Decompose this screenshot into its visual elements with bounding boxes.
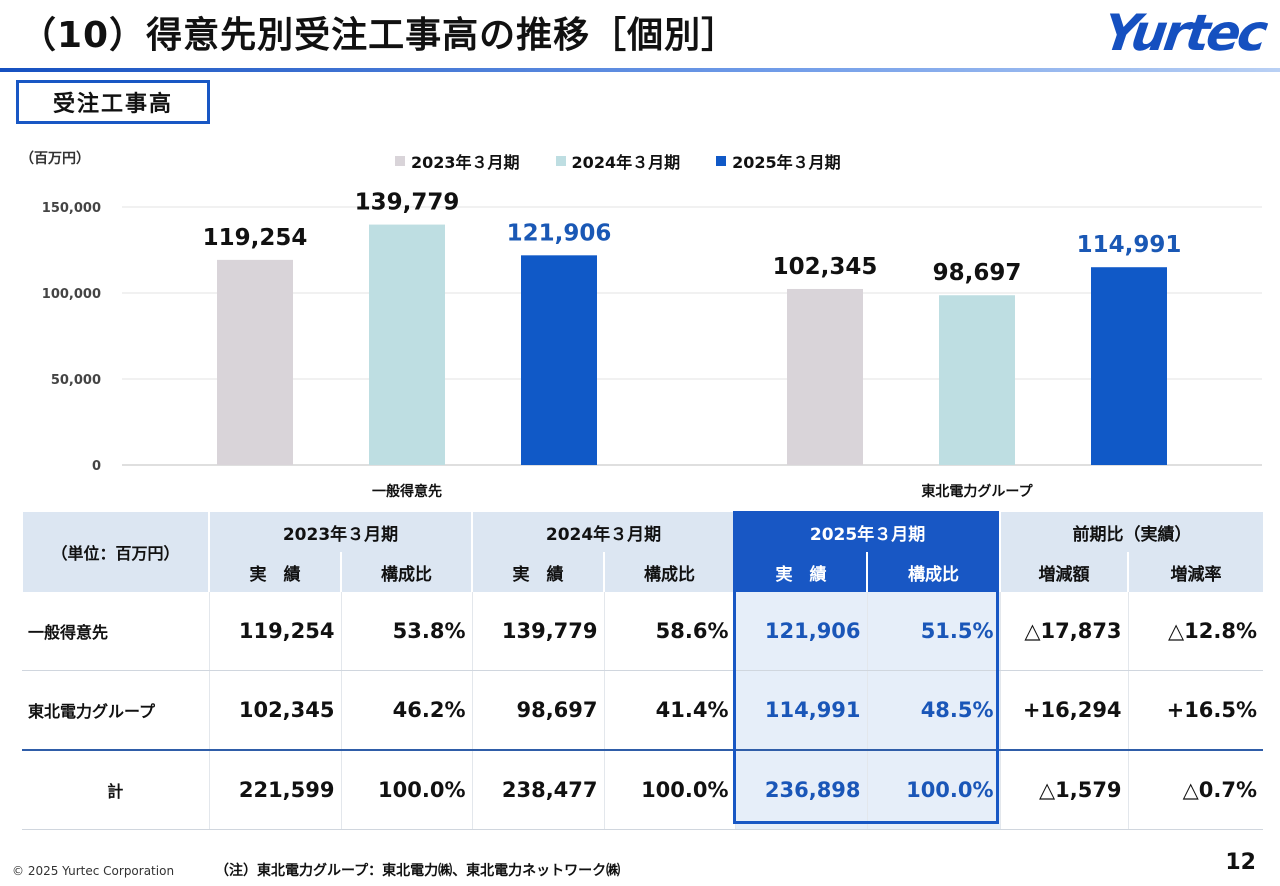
table-cell: 48.5% (866, 670, 1001, 751)
table-total-row: 計 221,599 100.0% 238,477 100.0% 236,898 … (22, 749, 1264, 830)
chart-unit-label: （百万円） (20, 151, 90, 167)
table-cell: 58.6% (603, 592, 736, 671)
table-cell: +16,294 (999, 670, 1129, 751)
bar (217, 259, 293, 465)
bar (1091, 267, 1167, 465)
legend-label-2025: 2025年３月期 (732, 153, 841, 172)
row-label: 一般得意先 (22, 592, 209, 671)
table-cell: 119,254 (208, 592, 341, 671)
legend-label-2024: 2024年３月期 (571, 153, 681, 172)
header-period-2024: 2024年３月期 (471, 512, 736, 552)
copyright: © 2025 Yurtec Corporation (12, 864, 175, 878)
table-cell: △12.8% (1127, 592, 1264, 671)
table-cell: 51.5% (866, 592, 1001, 671)
subheader-change-rate: 増減率 (1127, 552, 1264, 592)
subheader-ratio: 構成比 (866, 552, 1001, 592)
footnote: （注）東北電力グループ：東北電力㈱、東北電力ネットワーク㈱ (215, 863, 621, 879)
table-cell: △1,579 (999, 749, 1129, 830)
row-label: 計 (22, 749, 209, 830)
table-cell: 100.0% (340, 749, 473, 830)
y-tick-label: 150,000 (42, 201, 101, 216)
table-row: 東北電力グループ 102,345 46.2% 98,697 41.4% 114,… (22, 670, 1264, 751)
table-cell: 121,906 (734, 592, 868, 671)
table-cell: 102,345 (208, 670, 341, 751)
data-label: 98,697 (933, 260, 1022, 286)
company-logo: Yurtec (1099, 4, 1269, 62)
table-corner-unit: （単位：百万円） (21, 512, 209, 592)
data-label: 114,991 (1077, 232, 1182, 258)
x-category-label: 東北電力グループ (921, 483, 1033, 500)
row-label: 東北電力グループ (22, 670, 209, 751)
data-label: 121,906 (507, 220, 612, 246)
y-tick-label: 100,000 (42, 287, 101, 302)
page-number: 12 (1225, 850, 1256, 875)
legend-item-2023: 2023年３月期 (395, 149, 520, 173)
y-tick-label: 0 (92, 459, 101, 474)
bar-chart: 0 50,000 100,000 150,000 119,254 139,779 121,9… (42, 190, 1262, 500)
header-yoy: 前期比（実績） (999, 512, 1264, 552)
subheader-change-amount: 増減額 (999, 552, 1129, 592)
data-label: 102,345 (773, 254, 878, 280)
table-cell: +16.5% (1127, 670, 1264, 751)
legend-item-2024: 2024年３月期 (555, 149, 681, 173)
y-tick-label: 50,000 (51, 373, 101, 388)
header-period-2023: 2023年３月期 (207, 512, 473, 552)
section-label-box: 受注工事高 (16, 80, 210, 124)
page-title: （10）得意先別受注工事高の推移［個別］ (20, 15, 739, 56)
table-cell: 46.2% (340, 670, 473, 751)
table-row: 一般得意先 119,254 53.8% 139,779 58.6% 121,90… (22, 592, 1264, 671)
table-cell: 114,991 (734, 670, 868, 751)
table-cell: 238,477 (471, 749, 605, 830)
table-cell: △0.7% (1127, 749, 1264, 830)
table-cell: △17,873 (999, 592, 1129, 671)
data-label: 139,779 (355, 190, 460, 216)
table-cell: 236,898 (734, 749, 868, 830)
section-label: 受注工事高 (52, 92, 173, 117)
bar (939, 295, 1015, 465)
legend-item-2025: 2025年３月期 (716, 149, 841, 173)
header-period-2025: 2025年３月期 (734, 512, 1001, 552)
subheader-actual: 実 績 (734, 552, 868, 592)
legend-swatch-2024 (555, 156, 566, 166)
table-cell: 139,779 (471, 592, 605, 671)
bar (521, 255, 597, 465)
table-header-row-sub: 実 績 構成比 実 績 構成比 実 績 構成比 増減額 増減率 (22, 552, 1264, 592)
table-cell: 41.4% (603, 670, 736, 751)
subheader-actual: 実 績 (471, 552, 605, 592)
chart-legend: 2023年３月期 2024年３月期 2025年３月期 (395, 149, 841, 173)
orders-table: （単位：百万円） 2023年３月期 2024年３月期 2025年３月期 前期比（… (21, 512, 1264, 830)
table-cell: 98,697 (471, 670, 605, 751)
legend-label-2023: 2023年３月期 (411, 153, 520, 172)
x-category-label: 一般得意先 (372, 483, 442, 500)
legend-swatch-2025 (716, 156, 727, 166)
subheader-ratio: 構成比 (603, 552, 736, 592)
legend-swatch-2023 (395, 156, 405, 166)
data-label: 119,254 (203, 225, 308, 251)
subheader-actual: 実 績 (208, 552, 341, 592)
bar (369, 224, 445, 465)
table-header-row-periods: （単位：百万円） 2023年３月期 2024年３月期 2025年３月期 前期比（… (21, 512, 1264, 592)
bar (787, 288, 863, 465)
table-cell: 100.0% (603, 749, 736, 830)
subheader-ratio: 構成比 (339, 552, 473, 592)
table-cell: 100.0% (866, 749, 1001, 830)
table-cell: 221,599 (208, 749, 341, 830)
table-cell: 53.8% (340, 592, 473, 671)
title-divider (0, 68, 1280, 72)
